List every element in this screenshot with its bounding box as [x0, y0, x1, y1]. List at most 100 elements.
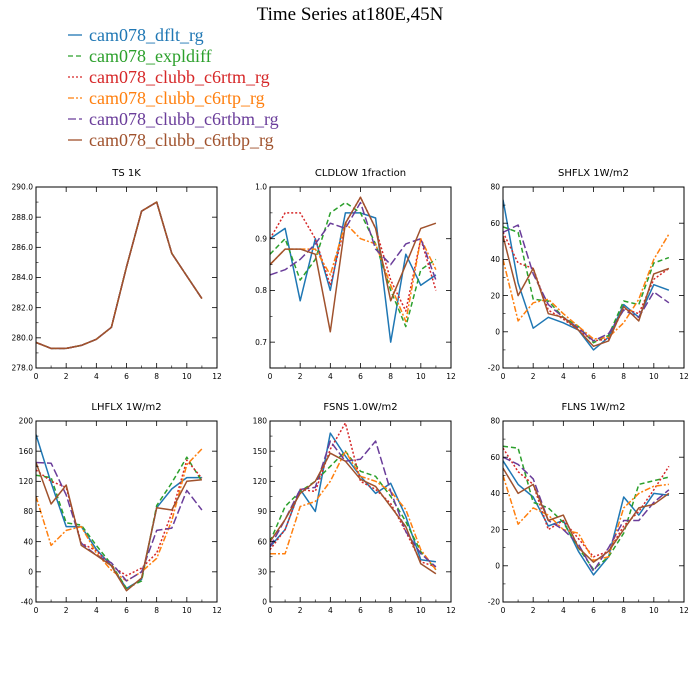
series-group-1 — [270, 196, 437, 343]
x-tick-label-3-0: 0 — [34, 606, 39, 615]
y-tick-label-1-3: 1.0 — [255, 183, 267, 192]
y-tick-label-5-5: 80 — [490, 417, 500, 426]
legend-label-4: cam078_clubb_c6rtbm_rg — [89, 109, 279, 129]
y-tick-label-3-3: 80 — [23, 507, 33, 516]
y-tick-label-3-6: 200 — [19, 417, 34, 426]
x-tick-label-2-6: 12 — [679, 372, 689, 381]
panels: TS 1K 0 2 4 6 8 10 12 278.0 280.0 282.0 284.0 286.0 2… — [12, 168, 689, 615]
y-tick-label-3-1: 0 — [28, 568, 33, 577]
y-tick-label-0-5: 288.0 — [12, 213, 34, 222]
y-tick-label-0-1: 280.0 — [12, 334, 34, 343]
x-tick-label-1-4: 8 — [388, 372, 393, 381]
series-line-4-3 — [270, 450, 437, 571]
x-tick-label-2-4: 8 — [621, 372, 626, 381]
panel-title-1: CLDLOW 1fraction — [315, 168, 406, 179]
y-tick-label-2-4: 60 — [490, 219, 500, 228]
series-line-2-5 — [503, 235, 670, 348]
y-tick-label-4-2: 60 — [257, 537, 267, 546]
series-line-2-1 — [503, 226, 670, 344]
y-tick-label-1-2: 0.9 — [255, 234, 267, 243]
y-tick-label-4-1: 30 — [257, 568, 267, 577]
series-line-1-5 — [270, 196, 437, 333]
x-tick-label-1-5: 10 — [416, 372, 426, 381]
series-line-1-3 — [270, 222, 437, 323]
series-line-1-1 — [270, 201, 437, 328]
x-tick-label-4-4: 8 — [388, 606, 393, 615]
x-tick-label-5-0: 0 — [501, 606, 506, 615]
x-tick-label-0-3: 6 — [124, 372, 129, 381]
figure-title: Time Series at180E,45N — [257, 4, 444, 25]
y-tick-label-2-0: -20 — [488, 364, 500, 373]
x-tick-label-3-6: 12 — [212, 606, 222, 615]
series-line-5-4 — [503, 456, 670, 572]
series-line-0-5 — [36, 201, 203, 350]
y-tick-label-0-6: 290.0 — [12, 183, 34, 192]
y-tick-label-4-0: 0 — [262, 598, 267, 607]
y-tick-label-5-0: -20 — [488, 598, 500, 607]
x-tick-label-4-2: 4 — [328, 606, 333, 615]
y-tick-label-5-1: 0 — [495, 562, 500, 571]
series-line-4-5 — [270, 452, 437, 575]
y-tick-label-5-2: 20 — [490, 525, 500, 534]
legend-label-1: cam078_expldiff — [89, 46, 212, 66]
legend-label-3: cam078_clubb_c6rtp_rg — [89, 88, 265, 108]
series-group-5 — [503, 445, 670, 576]
series-line-3-4 — [36, 461, 203, 582]
series-line-5-3 — [503, 475, 669, 562]
x-tick-label-4-1: 2 — [298, 606, 303, 615]
x-tick-label-5-1: 2 — [531, 606, 536, 615]
series-group-2 — [503, 199, 670, 351]
x-tick-label-2-1: 2 — [531, 372, 536, 381]
panel-1: CLDLOW 1fraction 0 2 4 6 8 10 12 0.7 0.8 0.9 1.0 — [255, 168, 456, 381]
panel-0: TS 1K 0 2 4 6 8 10 12 278.0 280.0 282.0 284.0 286.0 2… — [12, 168, 222, 381]
x-tick-label-1-6: 12 — [446, 372, 456, 381]
series-line-5-0 — [503, 460, 669, 576]
x-tick-label-1-2: 4 — [328, 372, 333, 381]
y-tick-label-3-2: 40 — [23, 537, 33, 546]
series-line-1-2 — [270, 196, 437, 312]
panel-title-2: SHFLX 1W/m2 — [558, 168, 629, 179]
x-tick-label-3-1: 2 — [64, 606, 69, 615]
series-line-2-3 — [503, 233, 670, 340]
series-line-3-1 — [36, 456, 203, 590]
x-tick-label-0-6: 12 — [212, 372, 222, 381]
x-tick-label-5-3: 6 — [591, 606, 596, 615]
x-tick-label-3-3: 6 — [124, 606, 129, 615]
series-group-4 — [270, 422, 437, 575]
panel-title-3: LHFLX 1W/m2 — [91, 402, 161, 413]
legend-label-0: cam078_dflt_rg — [89, 25, 204, 45]
x-tick-label-4-6: 12 — [446, 606, 456, 615]
series-line-5-5 — [503, 467, 670, 563]
x-tick-label-0-4: 8 — [154, 372, 159, 381]
x-tick-label-3-5: 10 — [182, 606, 192, 615]
series-group-0 — [36, 201, 203, 350]
x-tick-label-0-2: 4 — [94, 372, 99, 381]
x-tick-label-3-2: 4 — [94, 606, 99, 615]
y-tick-label-1-0: 0.7 — [255, 338, 267, 347]
x-tick-label-5-2: 4 — [561, 606, 566, 615]
x-tick-label-2-0: 0 — [501, 372, 506, 381]
y-tick-label-2-5: 80 — [490, 183, 500, 192]
y-tick-label-5-4: 60 — [490, 453, 500, 462]
series-line-5-1 — [503, 445, 670, 571]
y-tick-label-4-6: 180 — [253, 417, 268, 426]
x-tick-label-0-5: 10 — [182, 372, 192, 381]
series-line-4-4 — [270, 440, 437, 568]
x-tick-label-2-3: 6 — [591, 372, 596, 381]
x-tick-label-4-5: 10 — [416, 606, 426, 615]
series-line-3-3 — [36, 448, 203, 582]
legend-label-5: cam078_clubb_c6rtbp_rg — [89, 130, 274, 150]
panel-title-0: TS 1K — [111, 168, 141, 179]
series-line-1-4 — [270, 201, 437, 281]
y-tick-label-0-3: 284.0 — [12, 273, 34, 282]
x-tick-label-3-4: 8 — [154, 606, 159, 615]
y-tick-label-2-1: 0 — [495, 328, 500, 337]
y-tick-label-3-0: -40 — [21, 598, 33, 607]
x-tick-label-5-6: 12 — [679, 606, 689, 615]
